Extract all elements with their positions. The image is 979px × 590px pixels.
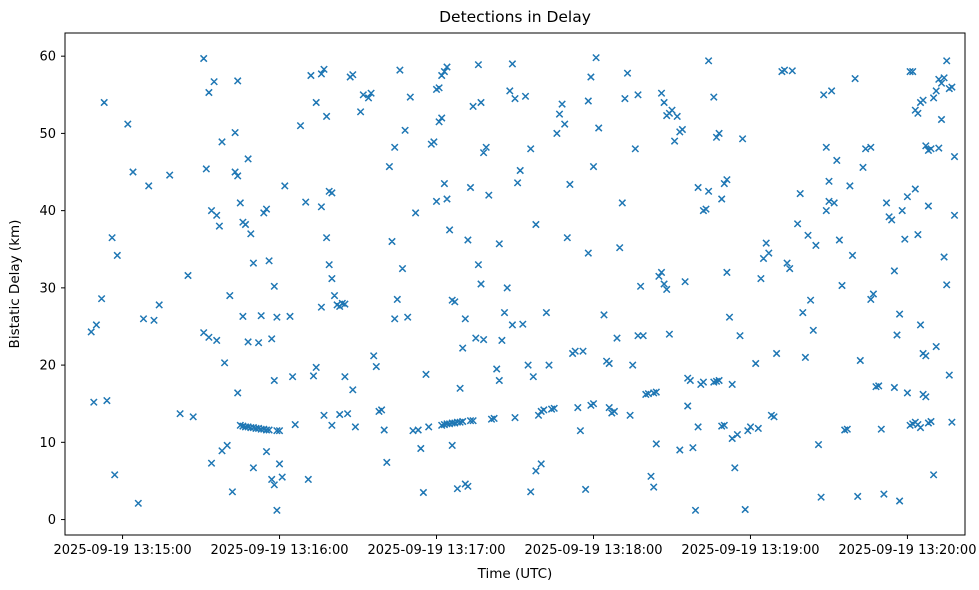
x-axis-ticks: 2025-09-19 13:15:00 2025-09-19 13:16:00 20… bbox=[54, 535, 976, 558]
x-tick-label: 2025-09-19 13:20:00 bbox=[838, 543, 976, 558]
y-tick-label: 50 bbox=[39, 127, 56, 142]
chart-title: Detections in Delay bbox=[439, 8, 591, 26]
y-tick-label: 10 bbox=[39, 436, 56, 451]
x-axis-label: Time (UTC) bbox=[477, 566, 553, 582]
x-tick-label: 2025-09-19 13:17:00 bbox=[367, 543, 505, 558]
plot-area bbox=[64, 32, 966, 536]
y-tick-label: 20 bbox=[39, 359, 56, 374]
scatter-x-markers bbox=[87, 53, 959, 515]
x-tick-label: 2025-09-19 13:19:00 bbox=[681, 543, 819, 558]
y-tick-label: 60 bbox=[39, 50, 56, 65]
y-tick-label: 40 bbox=[39, 204, 56, 219]
y-axis-label: Bistatic Delay (km) bbox=[7, 220, 23, 349]
x-tick-label: 2025-09-19 13:16:00 bbox=[210, 543, 348, 558]
y-axis-ticks: 0 10 20 30 40 50 60 bbox=[39, 50, 65, 528]
x-tick-label: 2025-09-19 13:15:00 bbox=[54, 543, 192, 558]
y-tick-label: 0 bbox=[48, 513, 56, 528]
x-tick-label: 2025-09-19 13:18:00 bbox=[524, 543, 662, 558]
y-tick-label: 30 bbox=[39, 281, 56, 296]
